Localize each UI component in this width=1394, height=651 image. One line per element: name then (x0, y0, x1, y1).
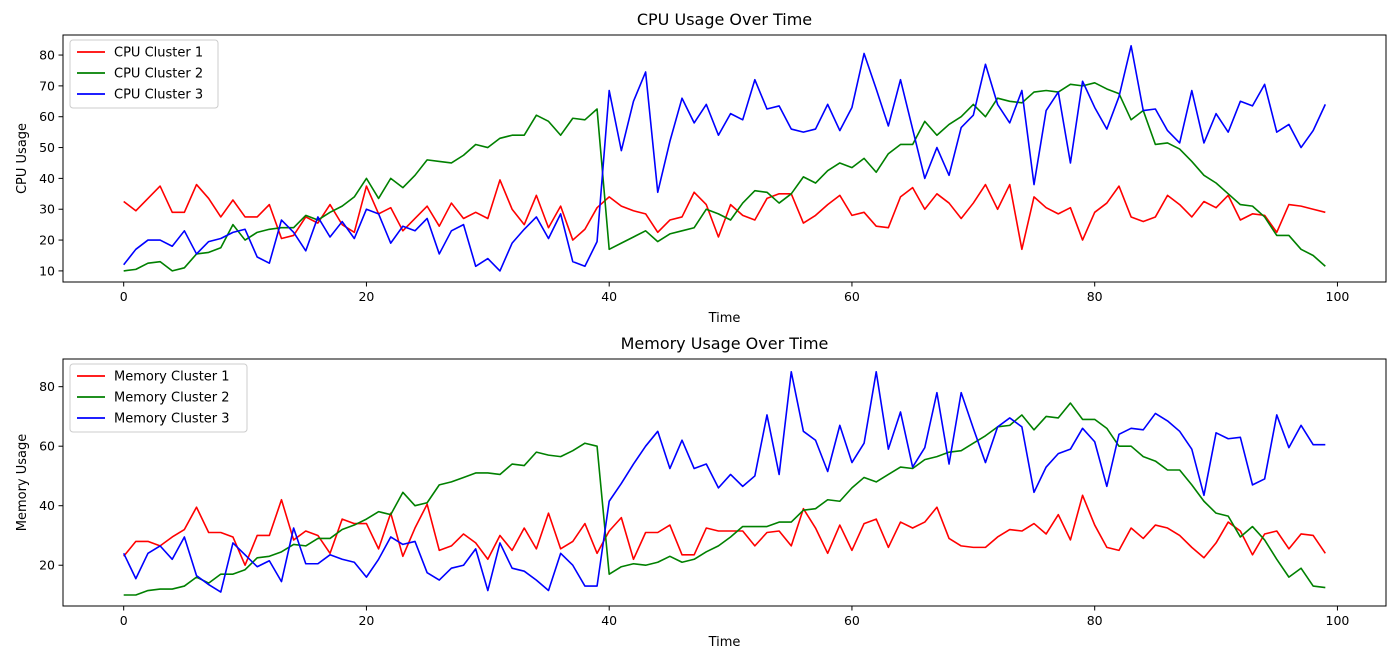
series-line-1 (123, 179, 1326, 251)
chart-title: CPU Usage Over Time (637, 10, 812, 29)
x-tick-label: 80 (1087, 289, 1103, 304)
x-tick-label: 100 (1326, 613, 1350, 628)
y-axis-label: Memory Usage (15, 434, 30, 532)
axes-frame (62, 34, 1387, 283)
x-tick-label: 40 (601, 289, 617, 304)
x-axis-label: Time (708, 311, 741, 326)
x-tick-label: 20 (358, 613, 374, 628)
cpu-chart: 0 20 40 60 80 100 10 20 30 40 50 60 70 80 CPU Usage Ov… (15, 10, 1387, 326)
y-tick-label: 80 (39, 48, 55, 63)
series-line-2 (123, 82, 1326, 272)
legend-box (69, 39, 219, 109)
y-tick-label: 50 (39, 140, 55, 155)
y-tick-label: 40 (39, 171, 55, 186)
x-tick-label: 0 (120, 613, 128, 628)
series-line-3 (123, 44, 1327, 272)
legend-box (69, 363, 248, 433)
axes-frame (62, 358, 1387, 607)
legend-entry: CPU Cluster 1 (114, 46, 203, 61)
x-tick-label: 60 (844, 613, 860, 628)
series-line-1 (123, 494, 1326, 567)
series-line-3 (122, 370, 1326, 593)
y-axis-label: CPU Usage (15, 123, 30, 194)
y-tick-label: 20 (39, 558, 55, 573)
x-axis-label: Time (708, 635, 741, 650)
legend: Memory Cluster 1 Memory Cluster 2 Memory C… (69, 363, 248, 433)
x-tick-label: 80 (1087, 613, 1103, 628)
y-tick-label: 60 (39, 439, 55, 454)
x-tick-label: 40 (601, 613, 617, 628)
x-tick-label: 60 (844, 289, 860, 304)
legend-entry: Memory Cluster 1 (114, 370, 230, 385)
plot-area (122, 370, 1326, 596)
series-line-2 (123, 402, 1326, 596)
x-tick-label: 0 (120, 289, 128, 304)
y-tick-label: 60 (39, 109, 55, 124)
legend: CPU Cluster 1 CPU Cluster 2 CPU Cluster 3 (69, 39, 219, 109)
legend-entry: Memory Cluster 2 (114, 391, 230, 406)
y-tick-label: 10 (39, 263, 55, 278)
legend-entry: CPU Cluster 3 (114, 88, 203, 103)
y-tick-label: 30 (39, 202, 55, 217)
legend-entry: Memory Cluster 3 (114, 412, 230, 427)
x-tick-label: 20 (358, 289, 374, 304)
y-tick-label: 20 (39, 233, 55, 248)
plot-area (123, 44, 1327, 272)
y-tick-label: 80 (39, 379, 55, 394)
y-tick-label: 70 (39, 78, 55, 93)
legend-entry: CPU Cluster 2 (114, 67, 203, 82)
y-tick-label: 40 (39, 498, 55, 513)
x-tick-label: 100 (1326, 289, 1350, 304)
chart-title: Memory Usage Over Time (621, 334, 829, 353)
memory-chart: 0 20 40 60 80 100 20 40 60 80 Memory Usage Over Ti… (15, 334, 1387, 650)
